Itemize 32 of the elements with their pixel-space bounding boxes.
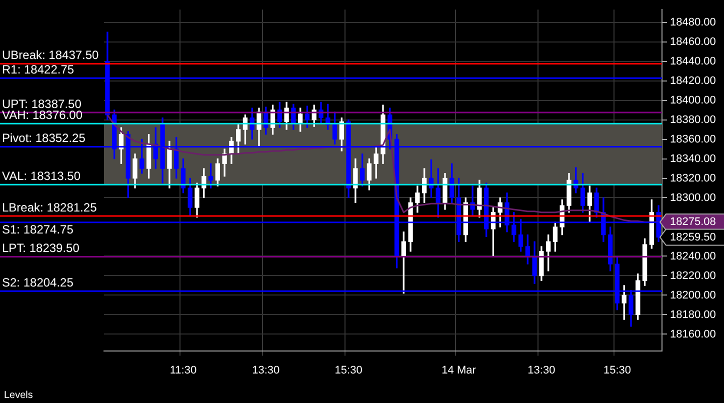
ref-line-label: UBreak: 18437.50	[2, 48, 100, 62]
ref-line-label: LPT: 18239.50	[2, 241, 80, 256]
text: Levels	[4, 390, 33, 401]
y-tick-label: 18360.00	[670, 133, 716, 146]
ref-line-label: VAL: 18313.50	[2, 168, 81, 183]
y-tick-label: 18480.00	[670, 16, 716, 28]
ref-line-label: S2: 18204.25	[2, 275, 74, 290]
ref-line-label: LBreak: 18281.25	[2, 200, 98, 214]
x-tick-label: 13:30	[252, 364, 280, 376]
y-tick-label: 18400.00	[670, 94, 716, 106]
y-tick-label: 18340.00	[670, 152, 716, 165]
y-tick-label: 18460.00	[670, 36, 716, 48]
y-tick-label: 18160.00	[670, 328, 716, 340]
y-tick-label: 18220.00	[670, 270, 716, 282]
y-tick-label: 18300.00	[670, 192, 716, 204]
y-tick-label: 18200.00	[670, 289, 716, 302]
x-tick-label: 15:30	[603, 364, 631, 376]
y-tick-label: 18380.00	[670, 114, 716, 126]
y-tick-label: 18180.00	[670, 308, 716, 321]
ref-line-label: Pivot: 18352.25	[2, 131, 86, 146]
y-tick-label: 18240.00	[670, 250, 716, 262]
y-tick-label: 18440.00	[670, 55, 716, 68]
x-tick-label: 13:30	[528, 364, 556, 376]
x-tick-label: 14 Mar	[442, 364, 476, 376]
y-tick-label: 18320.00	[670, 172, 716, 184]
text: 18259.50	[670, 231, 716, 244]
x-tick-label: 11:30	[170, 364, 197, 376]
ref-line-label: R1: 18422.75	[2, 62, 74, 76]
ref-line-label: S1: 18274.75	[2, 222, 74, 237]
x-tick-label: 15:30	[334, 364, 362, 376]
y-tick-label: 18420.00	[670, 74, 716, 87]
text: 18275.08	[670, 216, 716, 228]
